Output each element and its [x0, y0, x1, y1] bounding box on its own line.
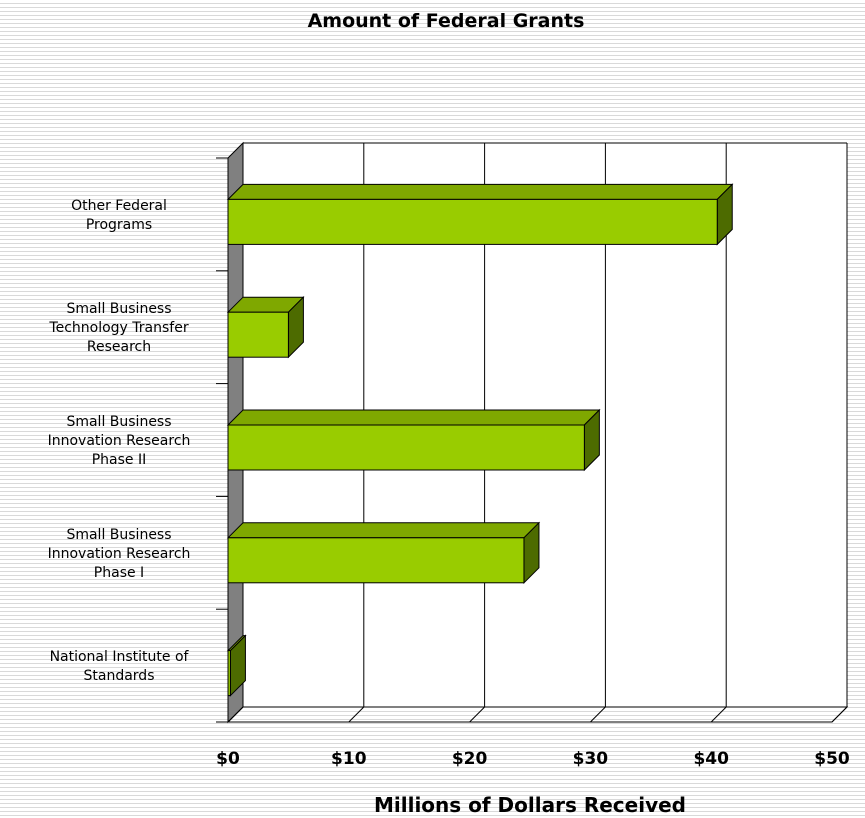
category-label: Research	[87, 339, 151, 355]
bar-front-face	[227, 537, 525, 584]
category-label: Small Business	[66, 527, 171, 543]
category-label: Innovation Research	[48, 433, 191, 449]
bars	[226, 183, 734, 697]
category-label: Small Business	[66, 414, 171, 430]
x-tick-mark	[469, 706, 485, 723]
x-tick-label: $10	[331, 749, 367, 769]
category-label: Standards	[84, 668, 155, 684]
category-label: Other Federal	[71, 198, 167, 214]
x-tick-label: $50	[814, 749, 850, 769]
chart-title: Amount of Federal Grants	[308, 10, 585, 32]
bar-front-face	[227, 424, 585, 471]
bar-front-face	[227, 198, 718, 245]
x-axis-ticks: $0 $10 $20 $30 $40 $50	[216, 706, 850, 769]
category-label: Phase I	[94, 565, 144, 581]
bar-top-face	[226, 183, 734, 200]
x-tick-label: $20	[452, 749, 488, 769]
x-tick-label: $30	[573, 749, 609, 769]
bar	[226, 295, 305, 359]
bar-top-face	[226, 409, 601, 426]
x-tick-label: $0	[216, 749, 240, 769]
category-label: National Institute of	[50, 649, 190, 665]
x-axis-label: Millions of Dollars Received	[374, 793, 686, 817]
bar-front-face	[227, 650, 231, 697]
x-tick-mark	[710, 706, 727, 723]
category-label: Innovation Research	[48, 546, 191, 562]
x-tick-mark	[348, 706, 365, 723]
category-labels: Other Federal Programs Small Business Techn…	[48, 198, 191, 684]
category-label: Small Business	[66, 301, 171, 317]
bar-front-face	[227, 311, 289, 358]
bar	[226, 408, 601, 472]
x-tick-mark	[227, 706, 244, 723]
category-label: Phase II	[92, 452, 147, 468]
y-axis-ticks	[216, 157, 228, 723]
category-label: Programs	[86, 217, 152, 233]
x-tick-mark	[590, 706, 606, 723]
x-tick-mark	[831, 706, 848, 723]
bar	[226, 634, 247, 697]
bar-top-face	[226, 522, 541, 539]
category-label: Technology Transfer	[48, 320, 188, 336]
bar	[226, 521, 541, 585]
bar	[226, 183, 734, 246]
x-tick-label: $40	[693, 749, 729, 769]
